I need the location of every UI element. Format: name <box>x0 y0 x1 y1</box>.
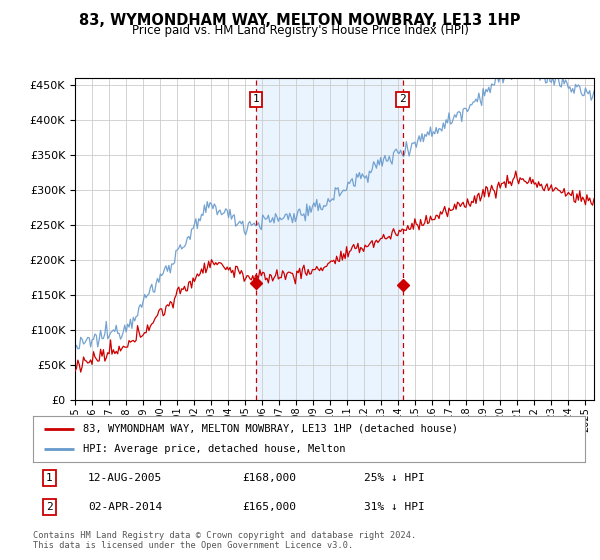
Text: Price paid vs. HM Land Registry's House Price Index (HPI): Price paid vs. HM Land Registry's House … <box>131 24 469 37</box>
Text: 12-AUG-2005: 12-AUG-2005 <box>88 473 163 483</box>
Text: 1: 1 <box>46 473 53 483</box>
Text: Contains HM Land Registry data © Crown copyright and database right 2024.
This d: Contains HM Land Registry data © Crown c… <box>33 531 416 550</box>
Bar <box>256 78 403 400</box>
Text: £165,000: £165,000 <box>243 502 297 512</box>
Text: HPI: Average price, detached house, Melton: HPI: Average price, detached house, Melt… <box>83 444 345 454</box>
Text: 1: 1 <box>252 94 259 104</box>
Text: 83, WYMONDHAM WAY, MELTON MOWBRAY, LE13 1HP: 83, WYMONDHAM WAY, MELTON MOWBRAY, LE13 … <box>79 13 521 28</box>
Text: 2: 2 <box>399 94 406 104</box>
Text: 31% ↓ HPI: 31% ↓ HPI <box>364 502 425 512</box>
Text: £168,000: £168,000 <box>243 473 297 483</box>
Text: 2: 2 <box>46 502 53 512</box>
Text: 25% ↓ HPI: 25% ↓ HPI <box>364 473 425 483</box>
Text: 83, WYMONDHAM WAY, MELTON MOWBRAY, LE13 1HP (detached house): 83, WYMONDHAM WAY, MELTON MOWBRAY, LE13 … <box>83 424 458 434</box>
Text: 02-APR-2014: 02-APR-2014 <box>88 502 163 512</box>
